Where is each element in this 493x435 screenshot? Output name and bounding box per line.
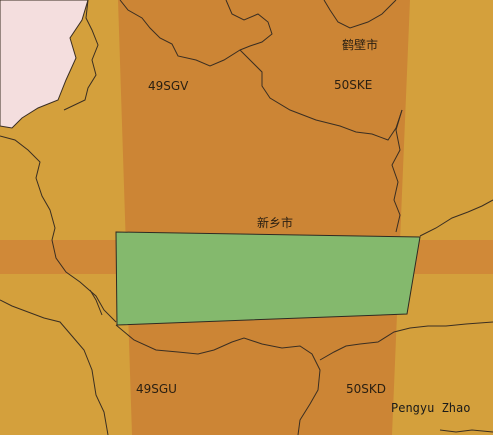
boundary-line — [419, 199, 493, 237]
boundary-line — [115, 324, 321, 435]
boundary-line — [439, 429, 493, 433]
neighbor-province — [0, 0, 89, 129]
boundary-line — [63, 0, 99, 111]
tile-label-49sgu: 49SGU — [136, 382, 177, 396]
map-credit: Pengyu Zhao — [391, 401, 470, 415]
tile-label-50skd: 50SKD — [346, 382, 386, 396]
boundary-line — [319, 321, 493, 361]
city-label-xinxiang: 新乡市 — [257, 215, 293, 230]
tile-label-49sgv: 49SGV — [148, 79, 189, 93]
tile-band-vertical — [118, 0, 410, 435]
boundary-line — [225, 0, 273, 51]
boundary-line — [119, 0, 403, 141]
boundary-line — [323, 0, 397, 29]
boundary-line — [89, 289, 103, 316]
tile-label-50ske: 50SKE — [334, 78, 372, 92]
boundary-line — [0, 299, 109, 435]
boundary-line — [391, 109, 403, 233]
area-of-interest[interactable] — [115, 231, 421, 326]
city-label-hebi: 鹤壁市 — [342, 37, 378, 52]
